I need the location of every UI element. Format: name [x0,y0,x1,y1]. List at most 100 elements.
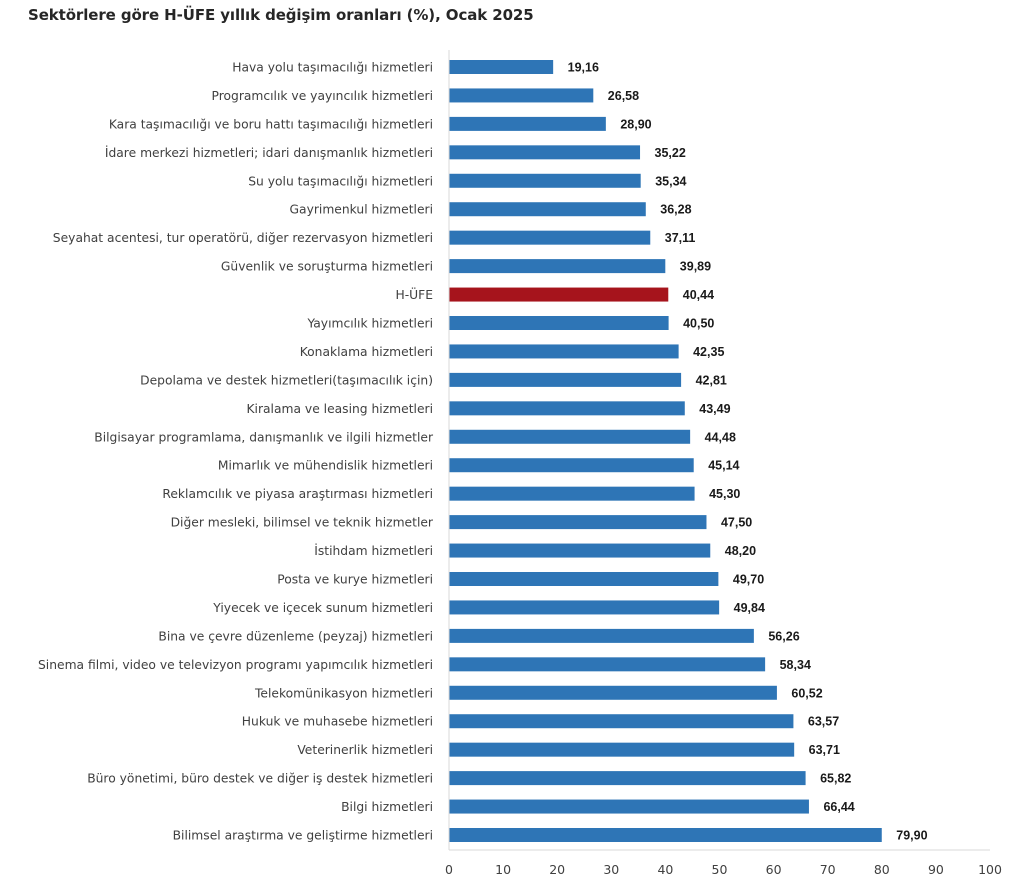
value-label: 60,52 [791,686,822,700]
category-label: Güvenlik ve soruşturma hizmetleri [221,260,433,274]
axes [448,50,990,851]
value-label: 65,82 [820,772,851,786]
category-label: Gayrimenkul hizmetleri [290,203,434,217]
category-label: Depolama ve destek hizmetleri(taşımacılı… [140,373,433,387]
value-label: 49,70 [733,573,764,587]
bar [449,116,606,131]
value-label: 49,84 [734,601,765,615]
category-label: Bilgisayar programlama, danışmanlık ve i… [94,430,434,444]
category-label: Reklamcılık ve piyasa araştırması hizmet… [162,487,433,501]
bar [449,799,809,814]
bar [449,458,694,473]
value-label: 79,90 [896,829,927,843]
bar [449,60,554,74]
value-label: 58,34 [780,658,811,672]
category-label: Büro yönetimi, büro destek ve diğer iş d… [87,772,433,786]
x-tick-label: 80 [874,862,890,877]
bar [449,685,777,700]
bar-highlight [449,287,669,302]
category-labels: Hava yolu taşımacılığı hizmetleri Program… [38,61,434,843]
value-label: 42,35 [693,345,724,359]
value-label: 42,81 [696,373,727,387]
bar [449,202,646,217]
value-label: 40,50 [683,317,714,331]
bar [449,742,795,757]
value-label: 37,11 [665,231,696,245]
value-label: 43,49 [699,402,730,416]
x-tick-label: 0 [445,862,453,877]
value-label: 28,90 [620,117,651,131]
value-label: 40,44 [683,288,714,302]
bar [449,657,766,672]
category-label: Posta ve kurye hizmetleri [277,573,433,587]
x-tick-label: 60 [766,862,782,877]
category-label: İstihdam hizmetleri [314,543,433,558]
category-label: Telekomünikasyon hizmetleri [254,686,433,700]
category-label: Su yolu taşımacılığı hizmetleri [248,174,433,188]
bar [449,145,641,160]
bar [449,714,794,729]
value-label: 45,30 [709,487,740,501]
value-label: 39,89 [680,260,711,274]
value-label: 44,48 [705,430,736,444]
value-label: 66,44 [823,800,854,814]
value-label: 36,28 [660,203,691,217]
bar [449,771,806,786]
value-label: 45,14 [708,459,739,473]
x-tick-label: 70 [820,862,836,877]
chart-title: Sektörlere göre H-ÜFE yıllık değişim ora… [28,6,534,24]
bars [449,60,882,842]
value-label: 63,71 [809,743,840,757]
category-label: Bilimsel araştırma ve geliştirme hizmetl… [173,829,433,843]
category-label: Bilgi hizmetleri [341,800,433,814]
x-axis-ticks: 0 10 20 30 40 50 60 70 80 90 100 [445,862,1002,877]
value-label: 47,50 [721,516,752,530]
category-label: H-ÜFE [395,286,433,302]
bar [449,230,651,245]
bar [449,543,711,558]
x-tick-label: 10 [495,862,511,877]
category-label: Yayımcılık hizmetleri [306,317,433,331]
category-label: Yiyecek ve içecek sunum hizmetleri [212,601,433,615]
x-tick-label: 40 [657,862,673,877]
bar [449,515,707,530]
value-labels: 19,16 26,58 28,90 35,22 35,34 36,28 37,11 39,89… [568,61,928,843]
category-label: Sinema filmi, video ve televizyon progra… [38,658,433,672]
category-label: İdare merkezi hizmetleri; idari danışman… [105,145,433,160]
x-tick-label: 30 [603,862,619,877]
bar [449,828,882,842]
category-label: Diğer mesleki, bilimsel ve teknik hizmet… [171,516,434,530]
category-label: Bina ve çevre düzenleme (peyzaj) hizmetl… [158,629,433,643]
bar [449,316,669,330]
value-label: 56,26 [768,629,799,643]
value-label: 26,58 [608,89,639,103]
category-label: Kiralama ve leasing hizmetleri [246,402,433,416]
value-label: 35,34 [655,174,686,188]
x-tick-label: 20 [549,862,565,877]
category-label: Programcılık ve yayıncılık hizmetleri [212,89,434,103]
bar [449,628,754,643]
bar [449,372,682,387]
bar [449,429,691,444]
bar [449,600,720,615]
value-label: 63,57 [808,715,839,729]
bar [449,572,719,586]
bar [449,173,641,188]
bar [449,401,685,416]
bar [449,486,695,501]
x-tick-label: 90 [928,862,944,877]
category-label: Seyahat acentesi, tur operatörü, diğer r… [53,231,433,245]
x-tick-label: 50 [712,862,728,877]
category-label: Veterinerlik hizmetleri [297,743,433,757]
x-tick-label: 100 [978,862,1002,877]
category-label: Hava yolu taşımacılığı hizmetleri [232,61,433,75]
bar [449,259,666,274]
category-label: Hukuk ve muhasebe hizmetleri [242,715,433,729]
value-label: 48,20 [725,544,756,558]
bar [449,344,679,359]
bar [449,88,594,103]
value-label: 35,22 [655,146,686,160]
category-label: Konaklama hizmetleri [300,345,433,359]
value-label: 19,16 [568,61,599,75]
